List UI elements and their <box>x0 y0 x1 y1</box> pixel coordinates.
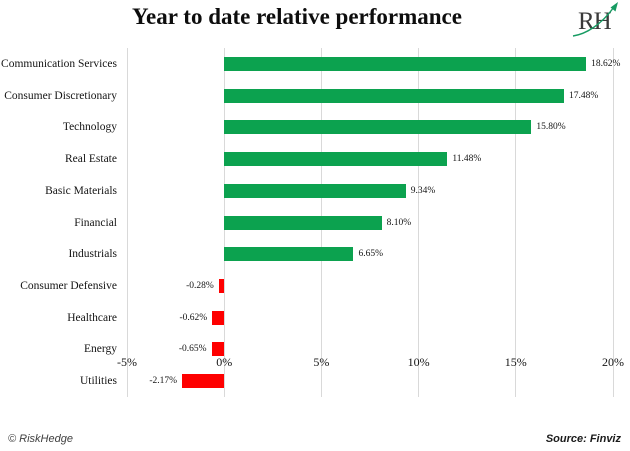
category-label: Consumer Discretionary <box>4 89 117 102</box>
gridline <box>126 48 128 397</box>
chart-row: Consumer Defensive -0.28% <box>0 270 630 302</box>
bar <box>224 88 564 103</box>
x-tick-label: 20% <box>602 355 624 369</box>
bar <box>224 215 382 230</box>
bar-area: -0.62% <box>127 302 613 334</box>
bar-chart: Communication Services 18.62% Consumer Dis… <box>0 48 630 397</box>
value-label: 17.48% <box>569 90 599 101</box>
gridline <box>515 48 517 397</box>
chart-row: Technology 15.80% <box>0 111 630 143</box>
bar-area: -2.17% <box>127 365 613 397</box>
bar <box>224 152 448 167</box>
x-axis: -5% 0% 5% 10% 15% 20% <box>117 355 624 371</box>
value-label: 15.80% <box>536 122 566 133</box>
bar <box>182 374 225 389</box>
logo-text: RH <box>578 8 612 35</box>
bar <box>211 342 225 357</box>
gridline <box>612 48 614 397</box>
gridline <box>418 48 420 397</box>
category-label: Financial <box>74 216 117 229</box>
bar-area: -0.65% <box>127 334 613 366</box>
bar <box>224 120 532 135</box>
chart-row: Financial 8.10% <box>0 207 630 239</box>
riskhedge-logo: RH <box>572 2 620 42</box>
bar <box>218 279 225 293</box>
chart-row: Industrials 6.65% <box>0 238 630 270</box>
value-label: -0.28% <box>186 281 214 291</box>
x-tick-label: -5% <box>117 355 137 369</box>
bar <box>224 183 406 198</box>
value-label: 11.48% <box>452 154 482 165</box>
value-label: 18.62% <box>591 58 621 69</box>
chart-row: Consumer Discretionary 17.48% <box>0 80 630 112</box>
bar-area: 9.34% <box>127 175 613 207</box>
chart-title: Year to date relative performance <box>132 4 462 29</box>
bar-area: 18.62% <box>127 48 620 80</box>
bar-area: 17.48% <box>127 80 613 112</box>
bar <box>224 247 354 262</box>
chart-row: Utilities -2.17% <box>0 365 630 397</box>
x-tick-label: 10% <box>407 355 430 369</box>
category-label: Basic Materials <box>45 184 117 197</box>
bar-area: -0.28% <box>127 270 613 302</box>
category-label: Consumer Defensive <box>20 280 117 292</box>
category-label: Technology <box>62 121 117 134</box>
chart-row: Real Estate 11.48% <box>0 143 630 175</box>
category-label: Utilities <box>79 375 117 388</box>
value-label: -2.17% <box>149 376 178 387</box>
copyright-credit: © RiskHedge <box>8 433 73 445</box>
value-label: -0.62% <box>179 312 208 323</box>
value-label: 8.10% <box>386 217 412 228</box>
bar <box>212 310 225 325</box>
x-tick-label: 15% <box>504 355 527 369</box>
category-label: Real Estate <box>64 153 117 166</box>
chart-row: Energy -0.65% <box>0 334 630 366</box>
value-label: 6.65% <box>358 249 384 260</box>
value-label: -0.65% <box>178 344 207 355</box>
value-label: 9.34% <box>410 185 436 196</box>
bar-area: 15.80% <box>127 111 613 143</box>
bar-area: 6.65% <box>127 238 613 270</box>
chart-row: Healthcare -0.62% <box>0 302 630 334</box>
category-label: Communication Services <box>1 57 117 70</box>
bar-area: 11.48% <box>127 143 613 175</box>
x-tick-label: 5% <box>313 355 330 369</box>
category-label: Industrials <box>68 248 117 261</box>
category-label: Healthcare <box>67 311 117 324</box>
source-credit: Source: Finviz <box>545 433 621 445</box>
chart-row: Communication Services 18.62% <box>0 48 630 80</box>
category-label: Energy <box>83 343 117 356</box>
bar-area: 8.10% <box>127 207 613 239</box>
logo-arrow-icon <box>572 2 618 37</box>
chart-row: Basic Materials 9.34% <box>0 175 630 207</box>
x-tick-label: 0% <box>216 355 233 369</box>
chart-rows: Communication Services 18.62% Consumer Dis… <box>0 48 630 397</box>
bar <box>224 56 587 71</box>
